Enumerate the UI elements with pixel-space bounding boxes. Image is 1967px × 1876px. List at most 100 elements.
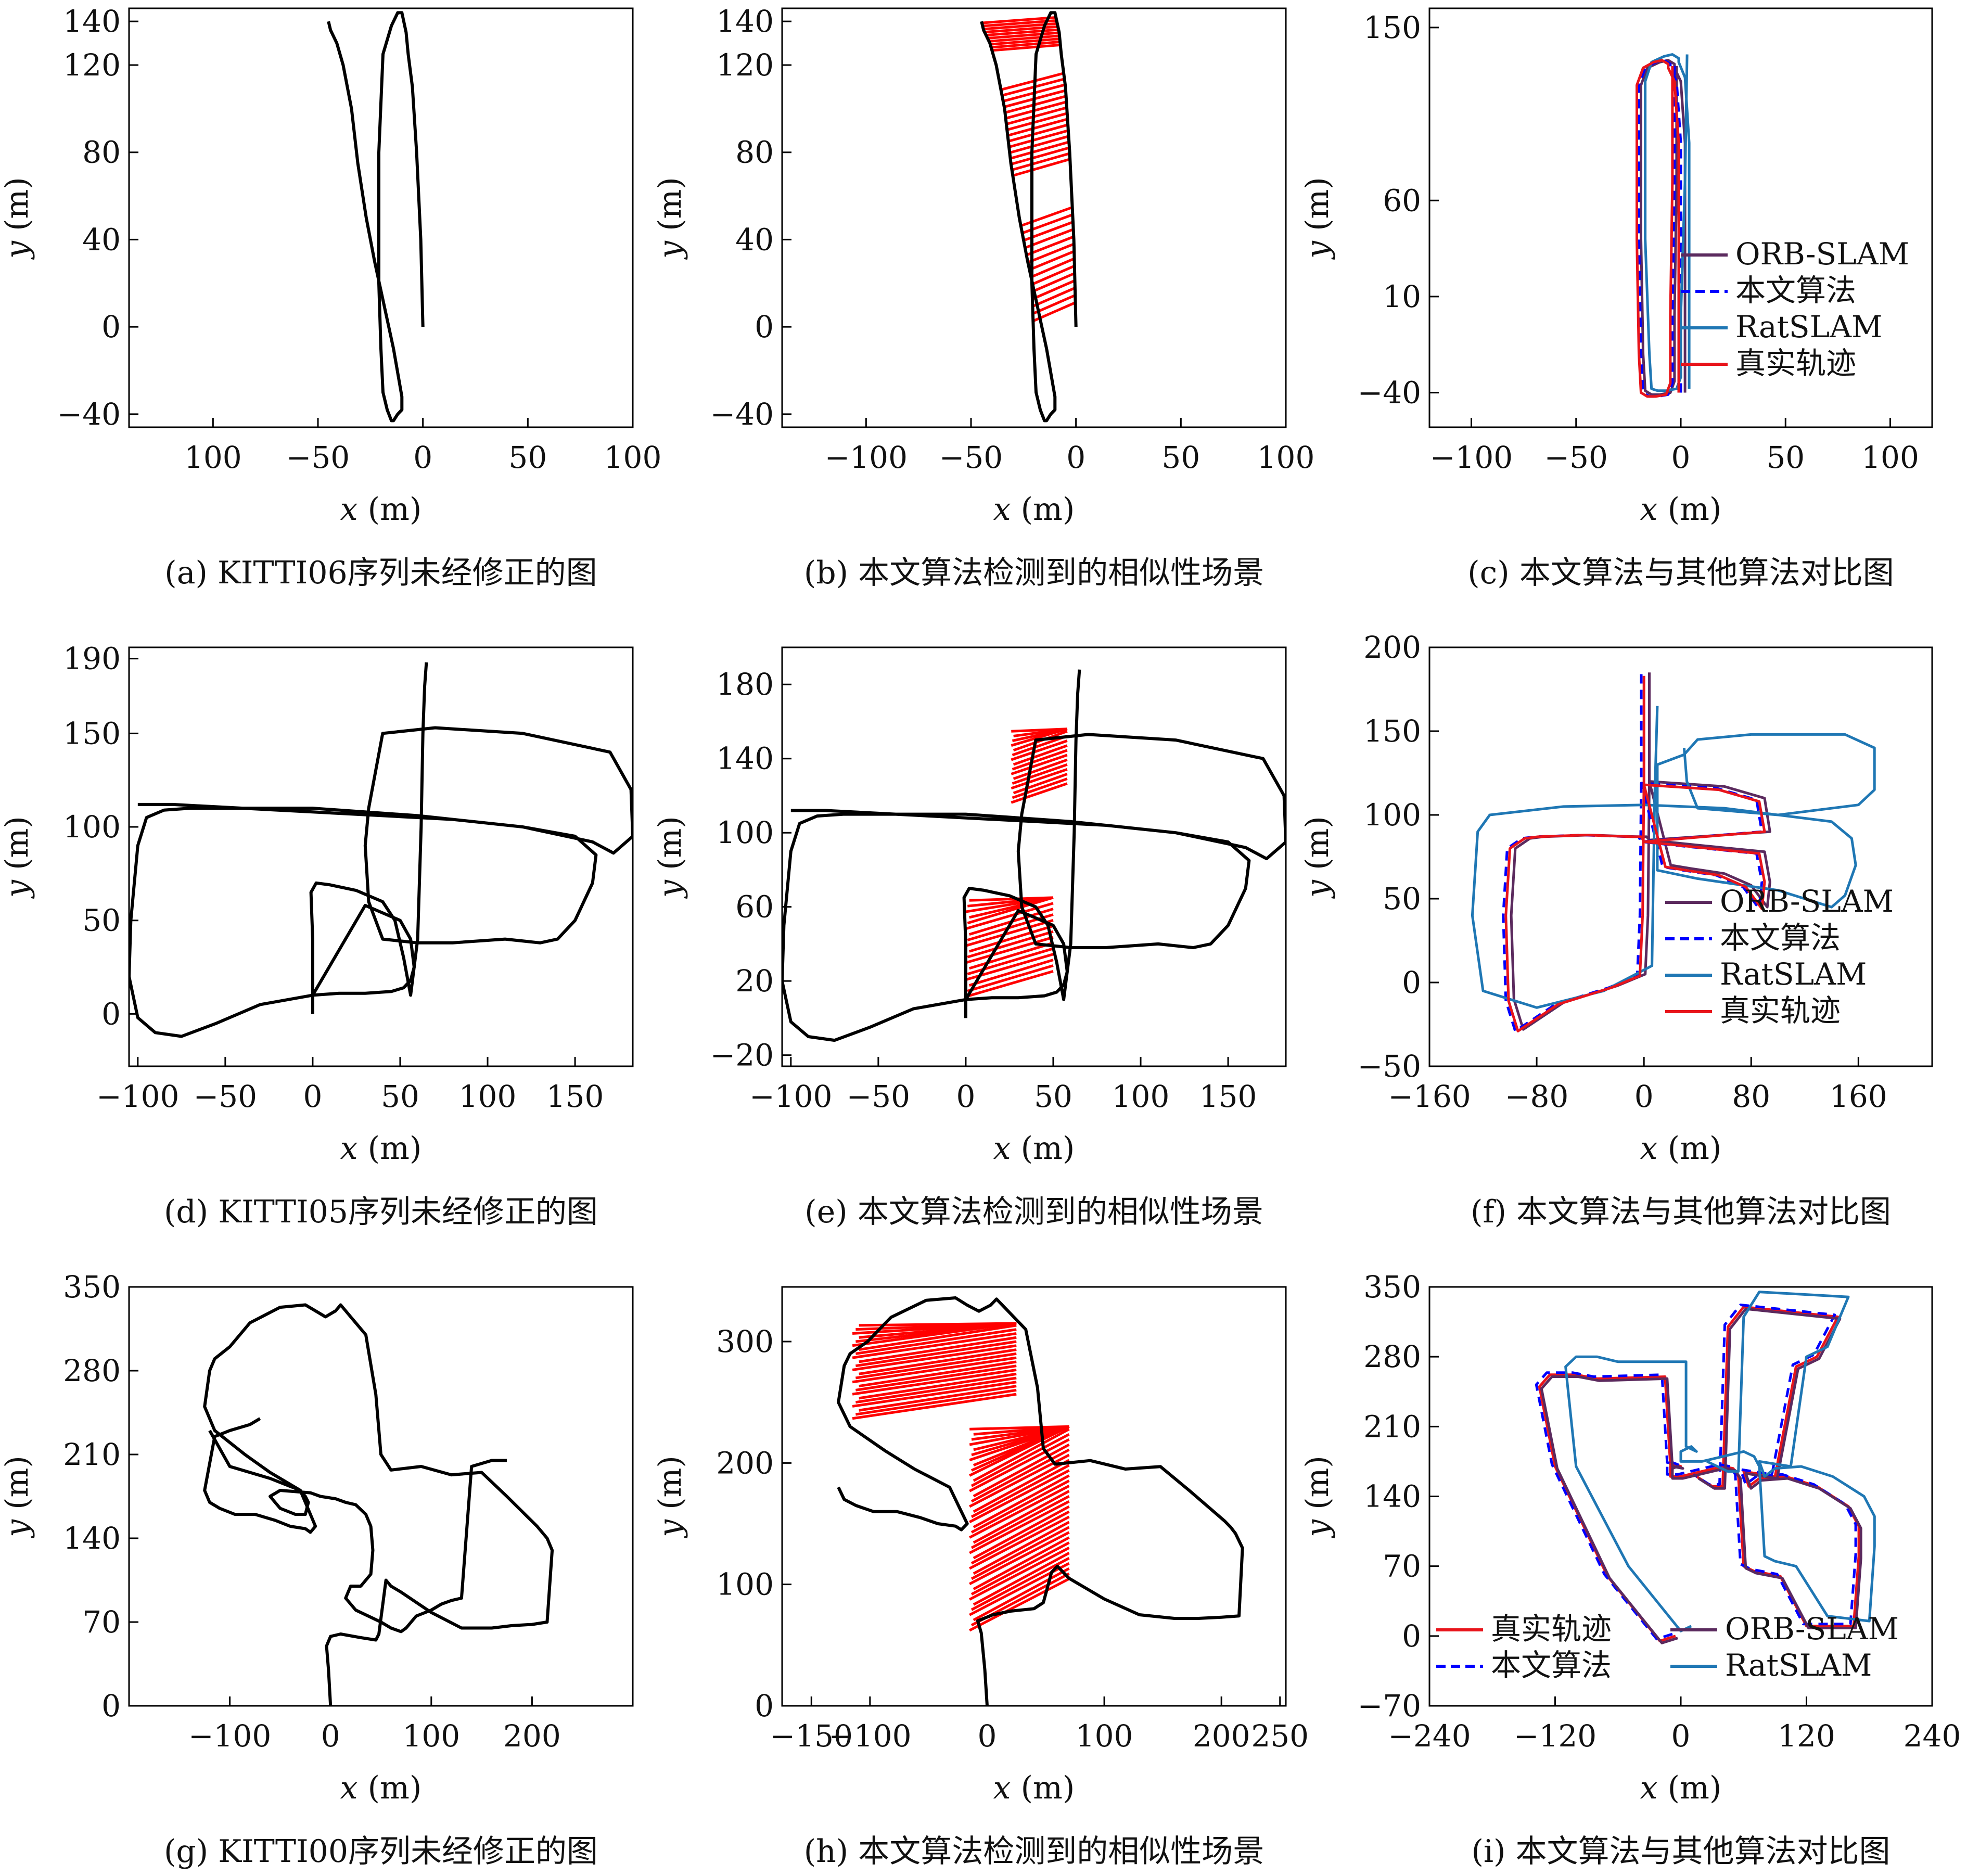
loop-match-line [1029, 250, 1075, 271]
panel-i: −240 −120 0 120 240 −70 0 70 140 210 280 350 x (m) y … [1299, 1269, 1961, 1870]
loop-match-line [1011, 782, 1068, 804]
loop-match-line [1006, 112, 1068, 131]
x-tick-label: −100 [825, 440, 908, 475]
x-tick-label: 0 [1066, 440, 1085, 475]
panel-caption: (b) 本文算法检测到的相似性场景 [804, 555, 1264, 591]
y-tick-label: 0 [101, 309, 121, 344]
loop-match-line [852, 1344, 1017, 1371]
y-tick-label: 350 [1363, 1269, 1421, 1305]
x-tick-label: −50 [847, 1079, 910, 1114]
x-axis-label: x (m) [993, 491, 1075, 528]
loop-match-line [969, 896, 1054, 902]
panel-c: −100 −50 0 50 100 −40 10 60 150 x (m) y (m) (c) 本文算… [1299, 7, 1933, 591]
y-axis-label: y (m) [1299, 1456, 1336, 1539]
series-line-ours [1638, 59, 1682, 398]
trajectory-line [129, 726, 633, 1038]
y-tick-label: 80 [82, 135, 121, 170]
x-tick-label: 50 [508, 440, 547, 475]
x-tick-label: −50 [939, 440, 1003, 475]
x-tick-label: 0 [1634, 1079, 1654, 1114]
x-tick-label: 100 [1257, 440, 1315, 475]
loop-match-line [859, 1372, 1017, 1400]
y-tick-label: 60 [1383, 183, 1421, 218]
series-line-ground_truth [1504, 675, 1766, 1032]
loop-match-line [859, 1360, 1017, 1388]
trajectory-line [309, 662, 428, 1014]
panel-caption: (e) 本文算法检测到的相似性场景 [804, 1194, 1263, 1230]
plot-area-e [782, 669, 1286, 1042]
loop-match-line [986, 28, 1059, 37]
loop-match-line [973, 1443, 1070, 1498]
loop-match-line [1009, 135, 1069, 154]
x-tick-label: 0 [413, 440, 432, 475]
loop-match-line [1008, 123, 1068, 143]
y-tick-label: 150 [1363, 10, 1421, 45]
x-tick-label: 0 [956, 1079, 975, 1114]
x-tick-label: 150 [1199, 1079, 1257, 1114]
loop-match-line [973, 1536, 1070, 1590]
plot-area-c [1636, 53, 1691, 398]
loop-match-line [969, 1531, 1070, 1586]
plot-area-b [980, 11, 1078, 423]
loop-match-line [970, 1556, 1070, 1611]
x-tick-label: −100 [1430, 440, 1513, 475]
loop-match-line [1012, 158, 1070, 177]
trajectory-line [837, 1296, 1244, 1706]
y-tick-label: 0 [101, 996, 121, 1031]
loop-match-line [1012, 777, 1068, 799]
loop-match-line [990, 37, 1060, 46]
x-tick-label: 100 [184, 440, 242, 475]
x-tick-label: 100 [1112, 1079, 1170, 1114]
loop-match-line [989, 34, 1060, 43]
loop-match-line [855, 1388, 1017, 1416]
legend-label: 本文算法 [1720, 920, 1841, 955]
x-tick-label: 50 [1034, 1079, 1072, 1114]
loop-match-line [970, 1433, 1070, 1487]
loop-match-line [973, 1428, 1070, 1482]
panel-e: −100 −50 0 50 100 150 −20 20 60 100 140 180 x (m) y (… [652, 646, 1287, 1230]
y-tick-label: 10 [1383, 279, 1421, 314]
x-tick-label: −50 [286, 440, 350, 475]
panel-caption: (g) KITTI00序列未经修正的图 [164, 1833, 598, 1870]
y-tick-label: −40 [1358, 375, 1421, 411]
series-line-ratslam [1644, 53, 1691, 392]
loop-match-line [852, 1368, 1017, 1396]
loop-match-line [1011, 739, 1068, 761]
x-tick-label: 100 [459, 1079, 517, 1114]
plot-area-d [129, 662, 633, 1038]
y-tick-label: −20 [710, 1038, 774, 1073]
trajectory-line [782, 733, 1286, 1042]
loop-match-line [969, 1485, 1070, 1539]
y-tick-label: 140 [63, 1521, 121, 1556]
loop-match-line [967, 930, 1054, 959]
loop-match-line [973, 1521, 1070, 1575]
loop-match-line [1031, 264, 1075, 286]
panel-d: −100 −50 0 50 100 150 0 50 100 150 190 x (m) y (m) (d… [0, 641, 634, 1230]
x-axis-label: x (m) [1640, 1770, 1722, 1806]
y-tick-label: 120 [63, 47, 121, 83]
loop-match-line [965, 918, 1054, 947]
x-axis-label: x (m) [340, 1130, 422, 1167]
x-tick-label: −100 [749, 1079, 832, 1114]
plot-area-a [327, 11, 425, 423]
loop-match-line [970, 1510, 1070, 1565]
x-tick-label: 100 [1861, 440, 1919, 475]
y-tick-label: 140 [716, 4, 774, 39]
x-axis-label: x (m) [340, 1770, 422, 1806]
legend-label: 本文算法 [1491, 1648, 1612, 1683]
loop-match-line [969, 1577, 1070, 1632]
loop-match-line [969, 1500, 1070, 1554]
x-tick-label: −100 [96, 1079, 179, 1114]
loop-match-line [965, 969, 1054, 998]
loop-match-line [1020, 206, 1073, 227]
y-axis-label: y (m) [652, 177, 688, 260]
x-tick-label: 120 [1778, 1718, 1835, 1754]
loop-match-line [981, 16, 1056, 24]
series-line-ours [1535, 1304, 1857, 1641]
y-tick-label: 200 [716, 1445, 774, 1481]
x-tick-label: 50 [1766, 440, 1805, 475]
loop-match-line [1011, 768, 1068, 790]
